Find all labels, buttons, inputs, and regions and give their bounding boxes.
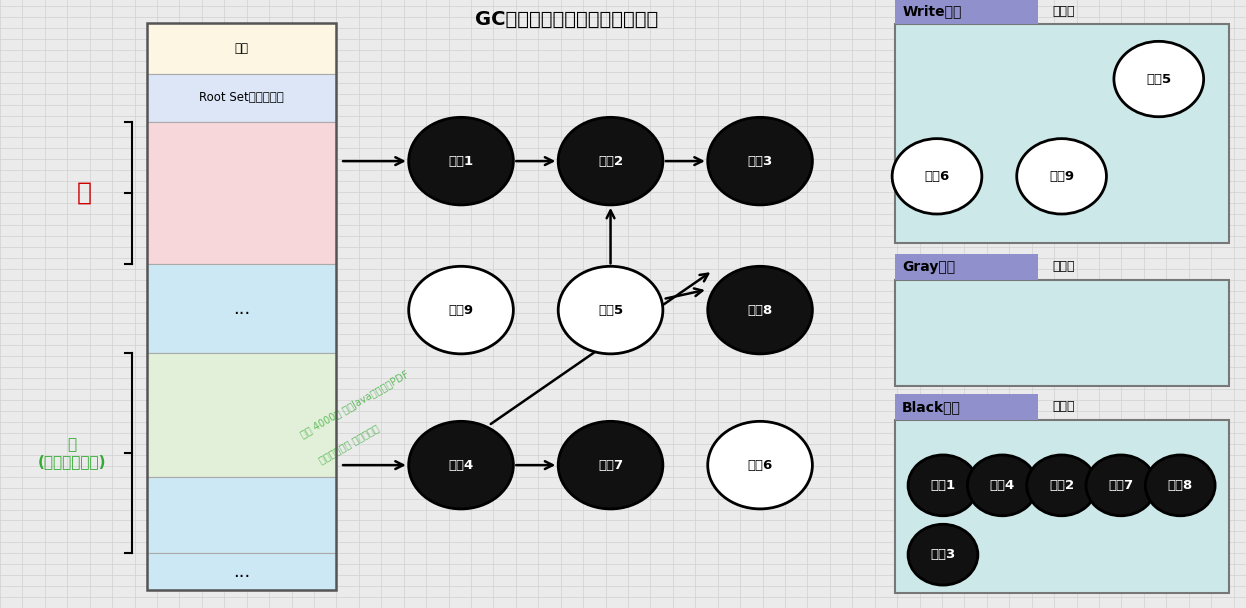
- Text: ...: ...: [233, 562, 250, 581]
- Text: 对冃7: 对冃7: [598, 458, 623, 472]
- Bar: [895, 420, 1229, 593]
- Bar: [147, 477, 336, 553]
- Ellipse shape: [708, 421, 812, 509]
- Ellipse shape: [409, 421, 513, 509]
- Text: 对冃3: 对冃3: [748, 154, 773, 168]
- Bar: [147, 353, 336, 477]
- Ellipse shape: [1114, 41, 1204, 117]
- Bar: [147, 553, 336, 590]
- Text: 对冃2: 对冃2: [598, 154, 623, 168]
- Ellipse shape: [1017, 139, 1106, 214]
- Text: 标记表: 标记表: [1053, 400, 1075, 413]
- Ellipse shape: [409, 266, 513, 354]
- Bar: [895, 24, 1229, 243]
- Ellipse shape: [708, 266, 812, 354]
- Ellipse shape: [908, 455, 978, 516]
- Bar: [147, 23, 336, 74]
- Text: 对冃2: 对冃2: [1049, 479, 1074, 492]
- Bar: [147, 23, 336, 590]
- Text: 对冃4: 对冃4: [989, 479, 1015, 492]
- Ellipse shape: [558, 421, 663, 509]
- Text: 程序: 程序: [234, 42, 249, 55]
- Text: 对冃9: 对冃9: [449, 303, 473, 317]
- Text: Black黑色: Black黑色: [902, 399, 961, 414]
- Text: GC三色标记并发：插入屏障流程: GC三色标记并发：插入屏障流程: [475, 10, 659, 29]
- Bar: [147, 122, 336, 264]
- Text: ...: ...: [233, 300, 250, 317]
- Ellipse shape: [1027, 455, 1096, 516]
- Ellipse shape: [967, 455, 1037, 516]
- Ellipse shape: [558, 117, 663, 205]
- Bar: [895, 280, 1229, 386]
- Text: 对冃1: 对冃1: [449, 154, 473, 168]
- Text: 堆
(启用插入屏障): 堆 (启用插入屏障): [39, 437, 106, 469]
- Text: 领取 4000页 尼恩Java面试宝典PDF: 领取 4000页 尼恩Java面试宝典PDF: [299, 369, 411, 440]
- Text: 对冃8: 对冃8: [748, 303, 773, 317]
- Text: 对冃4: 对冃4: [449, 458, 473, 472]
- Text: 对冃6: 对冃6: [748, 458, 773, 472]
- Text: 关注公众号： 技术自由圈: 关注公众号： 技术自由圈: [316, 423, 381, 465]
- Bar: [895, 254, 1038, 280]
- Ellipse shape: [1087, 455, 1156, 516]
- Text: Gray灰色: Gray灰色: [902, 260, 956, 274]
- Ellipse shape: [892, 139, 982, 214]
- Ellipse shape: [1145, 455, 1215, 516]
- Bar: [147, 264, 336, 353]
- Bar: [895, 0, 1038, 24]
- Text: 对冃6: 对冃6: [925, 170, 949, 183]
- Text: Write白色: Write白色: [902, 4, 962, 19]
- Text: Root Set根节点集合: Root Set根节点集合: [199, 91, 284, 105]
- Bar: [147, 74, 336, 122]
- Text: 标记表: 标记表: [1053, 5, 1075, 18]
- Text: 对冃5: 对冃5: [1146, 72, 1171, 86]
- Bar: [895, 394, 1038, 420]
- Ellipse shape: [708, 117, 812, 205]
- Text: 对冃3: 对冃3: [931, 548, 956, 561]
- Text: 标记表: 标记表: [1053, 260, 1075, 274]
- Text: 对冃1: 对冃1: [931, 479, 956, 492]
- Text: 对冃7: 对冃7: [1109, 479, 1134, 492]
- Text: 栈: 栈: [77, 181, 92, 205]
- Text: 对冃9: 对冃9: [1049, 170, 1074, 183]
- Ellipse shape: [409, 117, 513, 205]
- Ellipse shape: [558, 266, 663, 354]
- Text: 对冃8: 对冃8: [1168, 479, 1192, 492]
- Ellipse shape: [908, 524, 978, 585]
- Text: 对冃5: 对冃5: [598, 303, 623, 317]
